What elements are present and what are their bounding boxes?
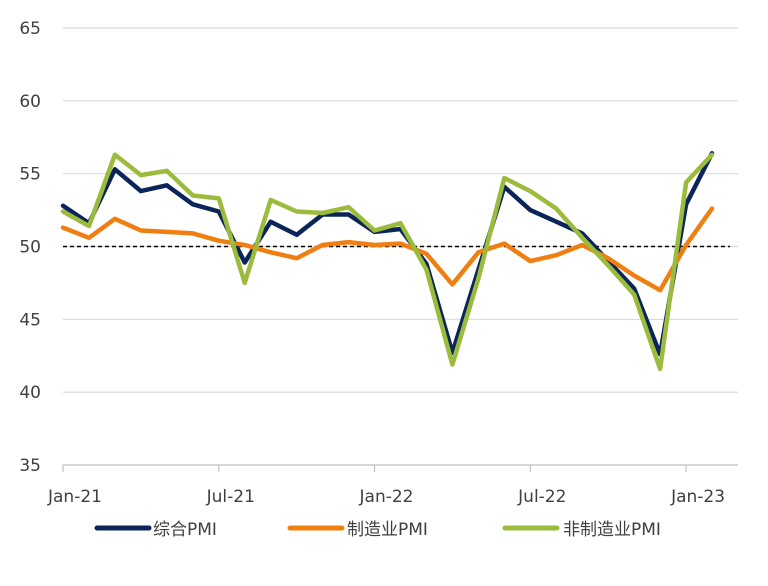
y-tick-label: 55 — [19, 165, 41, 185]
y-tick-label: 35 — [19, 456, 41, 476]
series-line-2 — [60, 152, 715, 372]
legend: 综合PMI 制造业PMI 非制造业PMI — [94, 520, 661, 540]
y-tick-label: 50 — [19, 238, 41, 258]
y-tick-label: 45 — [19, 310, 41, 330]
series-line-1 — [60, 206, 715, 293]
series-line-0 — [60, 151, 715, 357]
x-tick-label: Jan-23 — [670, 487, 725, 507]
legend-label: 综合PMI — [153, 520, 217, 540]
legend-label: 制造业PMI — [347, 520, 428, 540]
y-tick-label: 60 — [19, 92, 41, 112]
gridlines — [63, 27, 738, 393]
x-tick-label: Jan-21 — [47, 487, 102, 507]
x-tick-label: Jul-22 — [517, 487, 566, 507]
y-tick-label: 65 — [19, 19, 41, 39]
axes: 35 40 45 50 55 60 65 Jan-21 Jul-21 Jan-22 Jul-22 Ja… — [19, 19, 738, 507]
x-tick-label: Jan-22 — [359, 487, 414, 507]
y-tick-label: 40 — [19, 383, 41, 403]
series-layer — [60, 151, 715, 372]
x-tick-label: Jul-21 — [206, 487, 255, 507]
legend-label: 非制造业PMI — [563, 520, 661, 540]
